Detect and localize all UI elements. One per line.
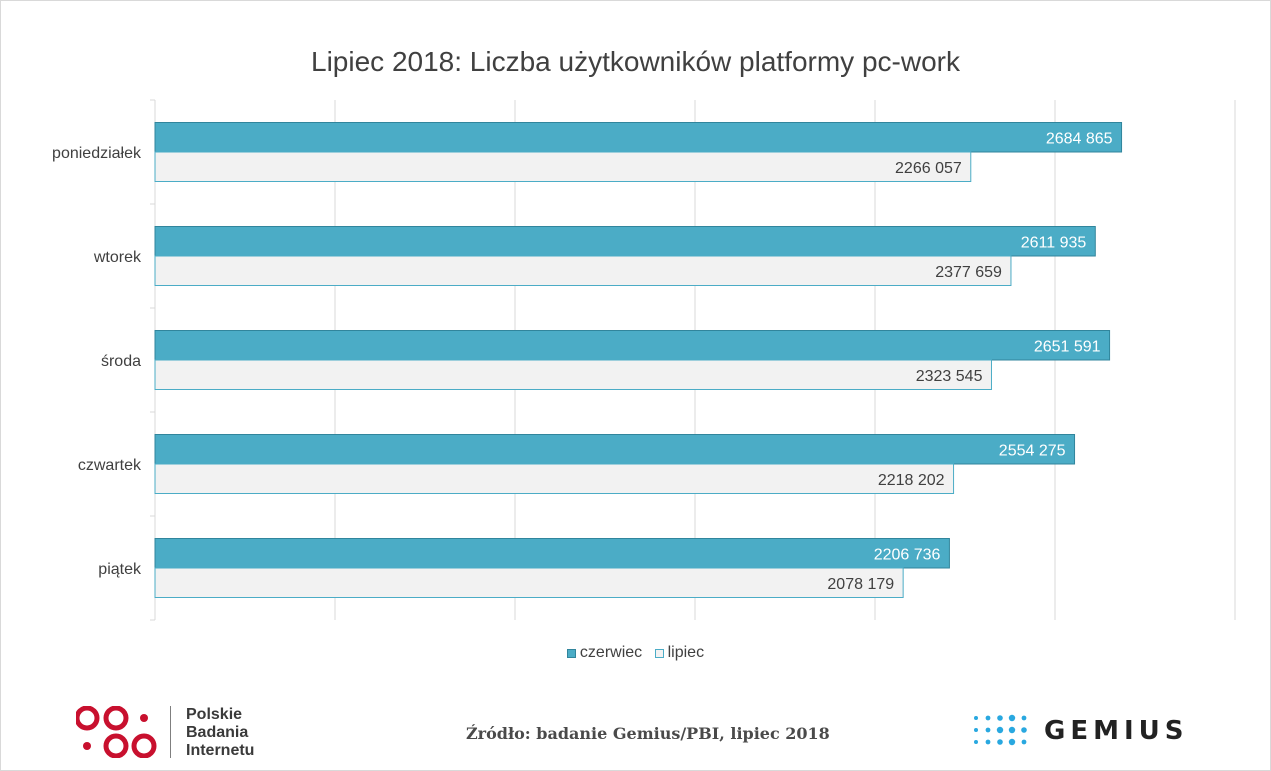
chart-title: Lipiec 2018: Liczba użytkowników platfor…	[311, 46, 960, 77]
source-note: Źródło: badanie Gemius/PBI, lipiec 2018	[466, 724, 830, 743]
legend-item-lipiec: lipiec	[654, 644, 705, 662]
legend-item-czerwiec: czerwiec	[566, 644, 643, 662]
category-label: piątek	[98, 561, 142, 578]
data-label-czerwiec: 2611 935	[1021, 234, 1087, 251]
bar-lipiec	[154, 151, 972, 182]
legend-label-czerwiec: czerwiec	[579, 644, 643, 661]
data-label-czerwiec: 2651 591	[1034, 338, 1101, 355]
pbi-wordmark: Polskie Badania Internetu	[186, 706, 254, 760]
bar-lipiec	[154, 359, 992, 390]
data-label-czerwiec: 2554 275	[999, 442, 1066, 459]
bar-lipiec	[154, 567, 904, 598]
category-label: środa	[101, 353, 141, 370]
bar-czerwiec	[154, 226, 1096, 257]
legend-swatch-lipiec	[654, 648, 664, 658]
category-label: wtorek	[93, 249, 142, 266]
category-label: poniedziałek	[52, 145, 142, 162]
gemius-wordmark: GEMIUS	[1044, 716, 1189, 746]
gemius-dots-icon	[974, 714, 1027, 746]
bar-czerwiec	[154, 434, 1076, 465]
pbi-line-3: Internetu	[186, 742, 255, 759]
pbi-logo-icon	[76, 706, 157, 758]
bar-lipiec	[154, 255, 1012, 286]
bar-chart: poniedziałek 2684 865 2266 057 wtorek 2611 9…	[52, 99, 1236, 621]
data-label-lipiec: 2078 179	[827, 576, 894, 593]
bar-lipiec	[154, 463, 955, 494]
pbi-line-1: Polskie	[186, 706, 243, 723]
bar-czerwiec	[154, 538, 950, 569]
pbi-divider	[170, 706, 171, 758]
category-label: czwartek	[78, 457, 142, 474]
pbi-line-2: Badania	[186, 724, 249, 741]
bar-czerwiec	[154, 122, 1123, 153]
data-label-lipiec: 2323 545	[916, 368, 983, 385]
data-label-lipiec: 2266 057	[895, 160, 962, 177]
data-label-czerwiec: 2684 865	[1046, 130, 1113, 147]
bar-czerwiec	[154, 330, 1111, 361]
data-label-czerwiec: 2206 736	[874, 546, 941, 563]
legend-swatch-czerwiec	[566, 648, 576, 658]
legend-label-lipiec: lipiec	[667, 644, 705, 661]
legend: czerwiec lipiec	[0, 644, 1271, 663]
data-label-lipiec: 2377 659	[935, 264, 1002, 281]
data-label-lipiec: 2218 202	[878, 472, 945, 489]
